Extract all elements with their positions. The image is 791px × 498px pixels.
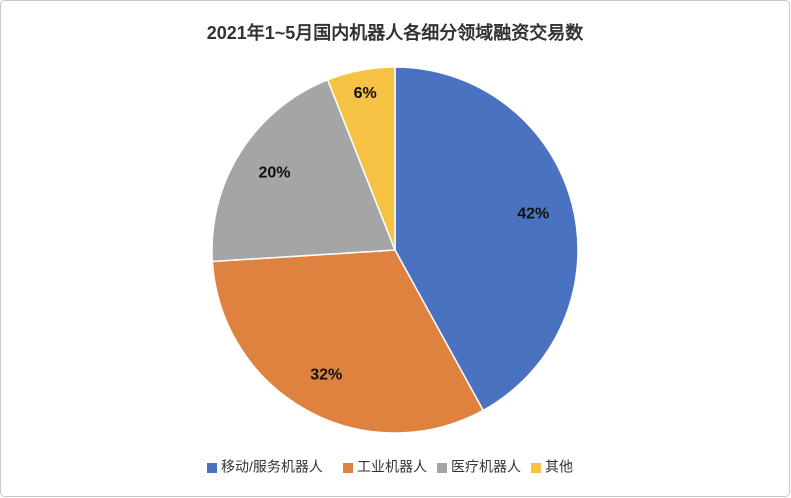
chart-title: 2021年1~5月国内机器人各细分领域融资交易数 bbox=[207, 22, 585, 43]
data-label: 32% bbox=[310, 366, 342, 383]
legend-swatch bbox=[531, 463, 541, 473]
pie-slice bbox=[326, 66, 396, 251]
pie-slice bbox=[211, 249, 485, 434]
legend-label: 移动/服务机器人 bbox=[221, 459, 323, 475]
legend-swatch bbox=[343, 463, 353, 473]
legend-swatch bbox=[437, 463, 447, 473]
legend-label: 其他 bbox=[545, 459, 573, 475]
data-label: 42% bbox=[517, 206, 549, 223]
data-label: 6% bbox=[354, 85, 377, 102]
pie-slice bbox=[211, 78, 397, 263]
pie-slice bbox=[394, 66, 579, 412]
legend-swatch bbox=[207, 463, 217, 473]
data-label: 20% bbox=[258, 165, 290, 182]
legend-label: 医疗机器人 bbox=[451, 459, 521, 475]
legend-label: 工业机器人 bbox=[357, 459, 427, 475]
